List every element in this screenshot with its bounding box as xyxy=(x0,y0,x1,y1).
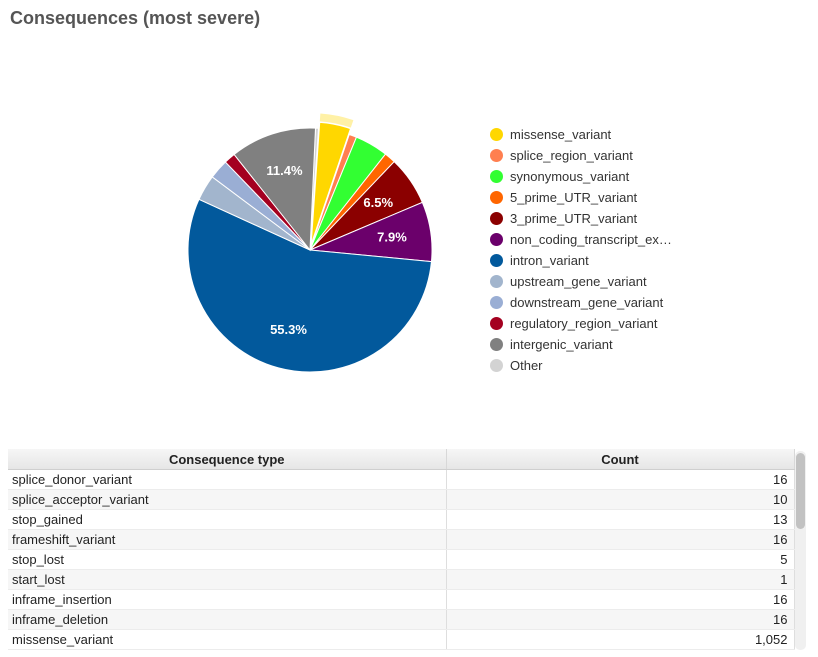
legend-item[interactable]: intergenic_variant xyxy=(490,334,672,355)
legend-swatch xyxy=(490,149,503,162)
pie-data-label: 6.5% xyxy=(363,195,393,210)
legend-swatch xyxy=(490,338,503,351)
legend-swatch xyxy=(490,170,503,183)
table-row[interactable]: splice_donor_variant 16 xyxy=(8,469,795,490)
legend-item[interactable]: non_coding_transcript_ex… xyxy=(490,229,672,250)
legend-swatch xyxy=(490,275,503,288)
legend-item[interactable]: synonymous_variant xyxy=(490,166,672,187)
table-row[interactable]: stop_lost 5 xyxy=(8,549,795,570)
legend-item[interactable]: downstream_gene_variant xyxy=(490,292,672,313)
table-header-row: Consequence type Count xyxy=(8,449,795,470)
consequence-table: Consequence type Count splice_donor_vari… xyxy=(8,449,795,650)
pie-slice[interactable] xyxy=(187,198,432,373)
table-row[interactable]: inframe_insertion 16 xyxy=(8,589,795,610)
legend-swatch xyxy=(490,317,503,330)
legend-swatch xyxy=(490,191,503,204)
consequence-type-cell: inframe_insertion xyxy=(8,589,447,610)
count-cell: 13 xyxy=(446,509,795,530)
legend-item[interactable]: intron_variant xyxy=(490,250,672,271)
pie-data-label: 11.4% xyxy=(266,163,303,178)
legend-swatch xyxy=(490,128,503,141)
count-cell: 5 xyxy=(446,549,795,570)
count-cell: 16 xyxy=(446,589,795,610)
legend-label: missense_variant xyxy=(510,127,612,142)
consequence-type-cell: stop_gained xyxy=(8,509,447,530)
pie-slice[interactable] xyxy=(310,121,352,245)
table-row[interactable]: start_lost 1 xyxy=(8,569,795,590)
table-row[interactable]: missense_variant 1,052 xyxy=(8,629,795,650)
legend-item[interactable]: upstream_gene_variant xyxy=(490,271,672,292)
legend-swatch xyxy=(490,212,503,225)
consequence-table-container: Consequence type Count splice_donor_vari… xyxy=(8,449,808,650)
legend-label: Other xyxy=(510,358,543,373)
count-cell: 1,052 xyxy=(446,629,795,650)
table-scrollbar[interactable] xyxy=(795,451,806,650)
table-row[interactable]: stop_gained 13 xyxy=(8,509,795,530)
count-cell: 16 xyxy=(446,529,795,550)
legend-label: 3_prime_UTR_variant xyxy=(510,211,638,226)
table-row[interactable]: splice_acceptor_variant 10 xyxy=(8,489,795,510)
count-cell: 10 xyxy=(446,489,795,510)
consequence-type-cell: missense_variant xyxy=(8,629,447,650)
legend-item[interactable]: regulatory_region_variant xyxy=(490,313,672,334)
pie-data-label: 7.9% xyxy=(377,229,407,244)
page-title: Consequences (most severe) xyxy=(10,8,261,28)
legend-label: intron_variant xyxy=(510,253,589,268)
consequence-type-cell: inframe_deletion xyxy=(8,609,447,630)
legend-swatch xyxy=(490,296,503,309)
legend-label: upstream_gene_variant xyxy=(510,274,647,289)
pie-slice[interactable] xyxy=(233,127,317,252)
legend-label: splice_region_variant xyxy=(510,148,633,163)
legend-label: downstream_gene_variant xyxy=(510,295,664,310)
legend-item[interactable]: 5_prime_UTR_variant xyxy=(490,187,672,208)
consequence-type-cell: start_lost xyxy=(8,569,447,590)
consequence-type-cell: splice_acceptor_variant xyxy=(8,489,447,510)
consequence-type-cell: splice_donor_variant xyxy=(8,469,447,490)
legend-item[interactable]: splice_region_variant xyxy=(490,145,672,166)
legend-label: regulatory_region_variant xyxy=(510,316,658,331)
legend-swatch xyxy=(490,359,503,372)
column-header-count[interactable]: Count xyxy=(446,449,795,470)
pie-data-label: 55.3% xyxy=(270,322,307,337)
count-cell: 1 xyxy=(446,569,795,590)
legend-swatch xyxy=(490,254,503,267)
column-header-consequence-type[interactable]: Consequence type xyxy=(8,449,447,470)
legend-item[interactable]: 3_prime_UTR_variant xyxy=(490,208,672,229)
pie-chart: 6.5% 7.9% 55.3% 11.4% xyxy=(187,113,433,373)
table-row[interactable]: inframe_deletion 16 xyxy=(8,609,795,630)
legend-item[interactable]: missense_variant xyxy=(490,124,672,145)
legend-swatch xyxy=(490,233,503,246)
scrollbar-thumb[interactable] xyxy=(796,453,805,529)
legend-label: synonymous_variant xyxy=(510,169,630,184)
consequence-type-cell: frameshift_variant xyxy=(8,529,447,550)
legend-item[interactable]: Other xyxy=(490,355,672,376)
legend-label: non_coding_transcript_ex… xyxy=(510,232,672,247)
count-cell: 16 xyxy=(446,609,795,630)
consequence-type-cell: stop_lost xyxy=(8,549,447,570)
legend-label: intergenic_variant xyxy=(510,337,613,352)
table-row[interactable]: frameshift_variant 16 xyxy=(8,529,795,550)
count-cell: 16 xyxy=(446,469,795,490)
pie-slice-hover-halo xyxy=(319,113,354,128)
legend-label: 5_prime_UTR_variant xyxy=(510,190,638,205)
